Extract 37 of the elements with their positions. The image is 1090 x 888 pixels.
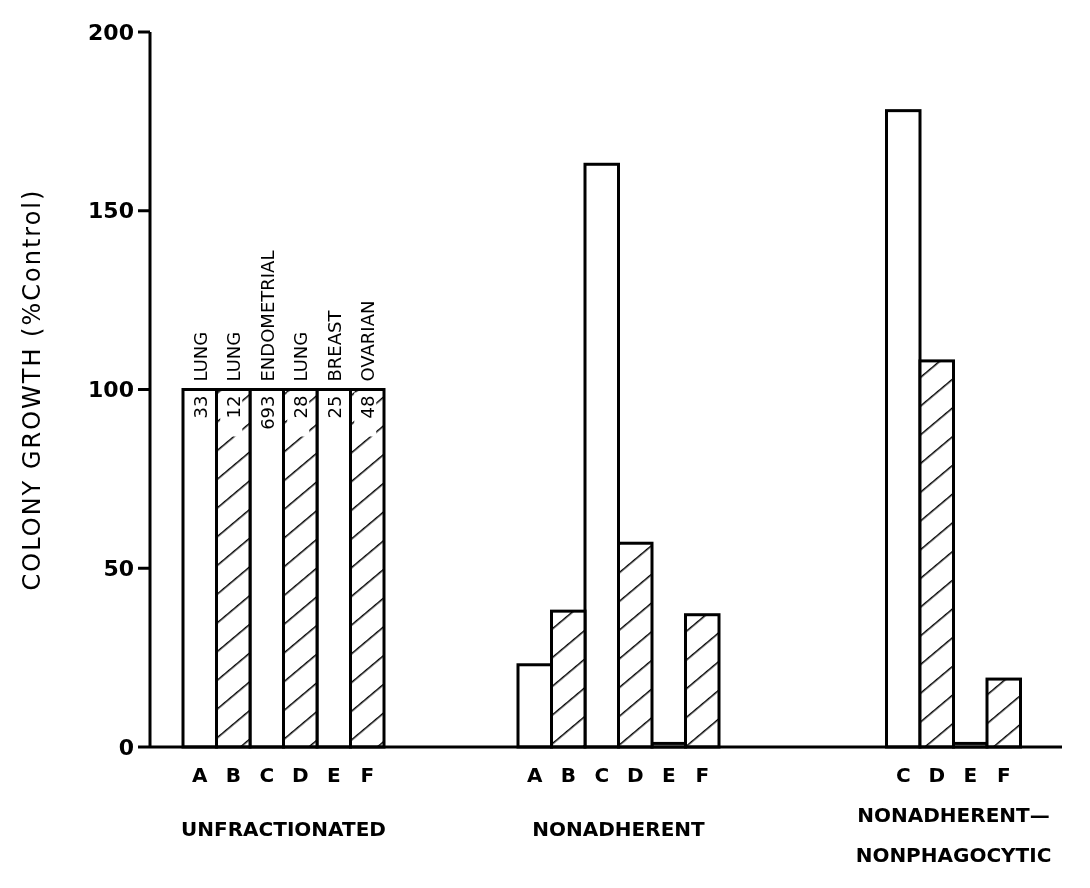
annotation: LUNG bbox=[223, 331, 245, 382]
x-tick-label: E bbox=[661, 763, 676, 787]
x-tick-label: F bbox=[695, 763, 710, 787]
text: UNFRACTIONATED bbox=[181, 817, 386, 841]
x-tick-label: C bbox=[895, 763, 911, 787]
y-tick-label: 0 bbox=[118, 734, 134, 760]
x-tick-label: E bbox=[326, 763, 341, 787]
annotation: 48 bbox=[357, 395, 379, 419]
x-tick-label: A bbox=[527, 763, 544, 787]
y-tick-label: 50 bbox=[103, 555, 134, 581]
x-tick-label: D bbox=[291, 763, 309, 787]
annotation: BREAST bbox=[323, 309, 345, 382]
x-tick-label: C bbox=[259, 763, 275, 787]
y-tick-label: 100 bbox=[88, 377, 134, 403]
y-tick-label: 150 bbox=[88, 198, 134, 224]
annotation: LUNG bbox=[290, 331, 312, 382]
annotation: 33 bbox=[189, 395, 211, 419]
annotation: OVARIAN bbox=[357, 300, 379, 382]
x-tick-label: A bbox=[192, 763, 209, 787]
annotation: 693 bbox=[256, 395, 278, 430]
x-tick-label: B bbox=[560, 763, 576, 787]
annotation: 28 bbox=[290, 395, 312, 419]
annotation: 12 bbox=[223, 395, 245, 419]
text: NONADHERENT— NONPHAGOCYTIC bbox=[855, 803, 1052, 867]
x-tick-label: F bbox=[996, 763, 1011, 787]
x-tick-label: B bbox=[225, 763, 241, 787]
annotation: 25 bbox=[323, 395, 345, 419]
annotation: ENDOMETRIAL bbox=[256, 250, 278, 382]
x-tick-label: E bbox=[963, 763, 978, 787]
y-axis-title: COLONY GROWTH (%Control) bbox=[18, 188, 46, 591]
x-tick-label: C bbox=[594, 763, 610, 787]
text: NONADHERENT bbox=[532, 817, 706, 841]
x-tick-label: D bbox=[626, 763, 644, 787]
x-tick-label: F bbox=[360, 763, 375, 787]
annotation: LUNG bbox=[189, 331, 211, 382]
x-tick-label: D bbox=[928, 763, 946, 787]
y-tick-label: 200 bbox=[88, 19, 134, 45]
